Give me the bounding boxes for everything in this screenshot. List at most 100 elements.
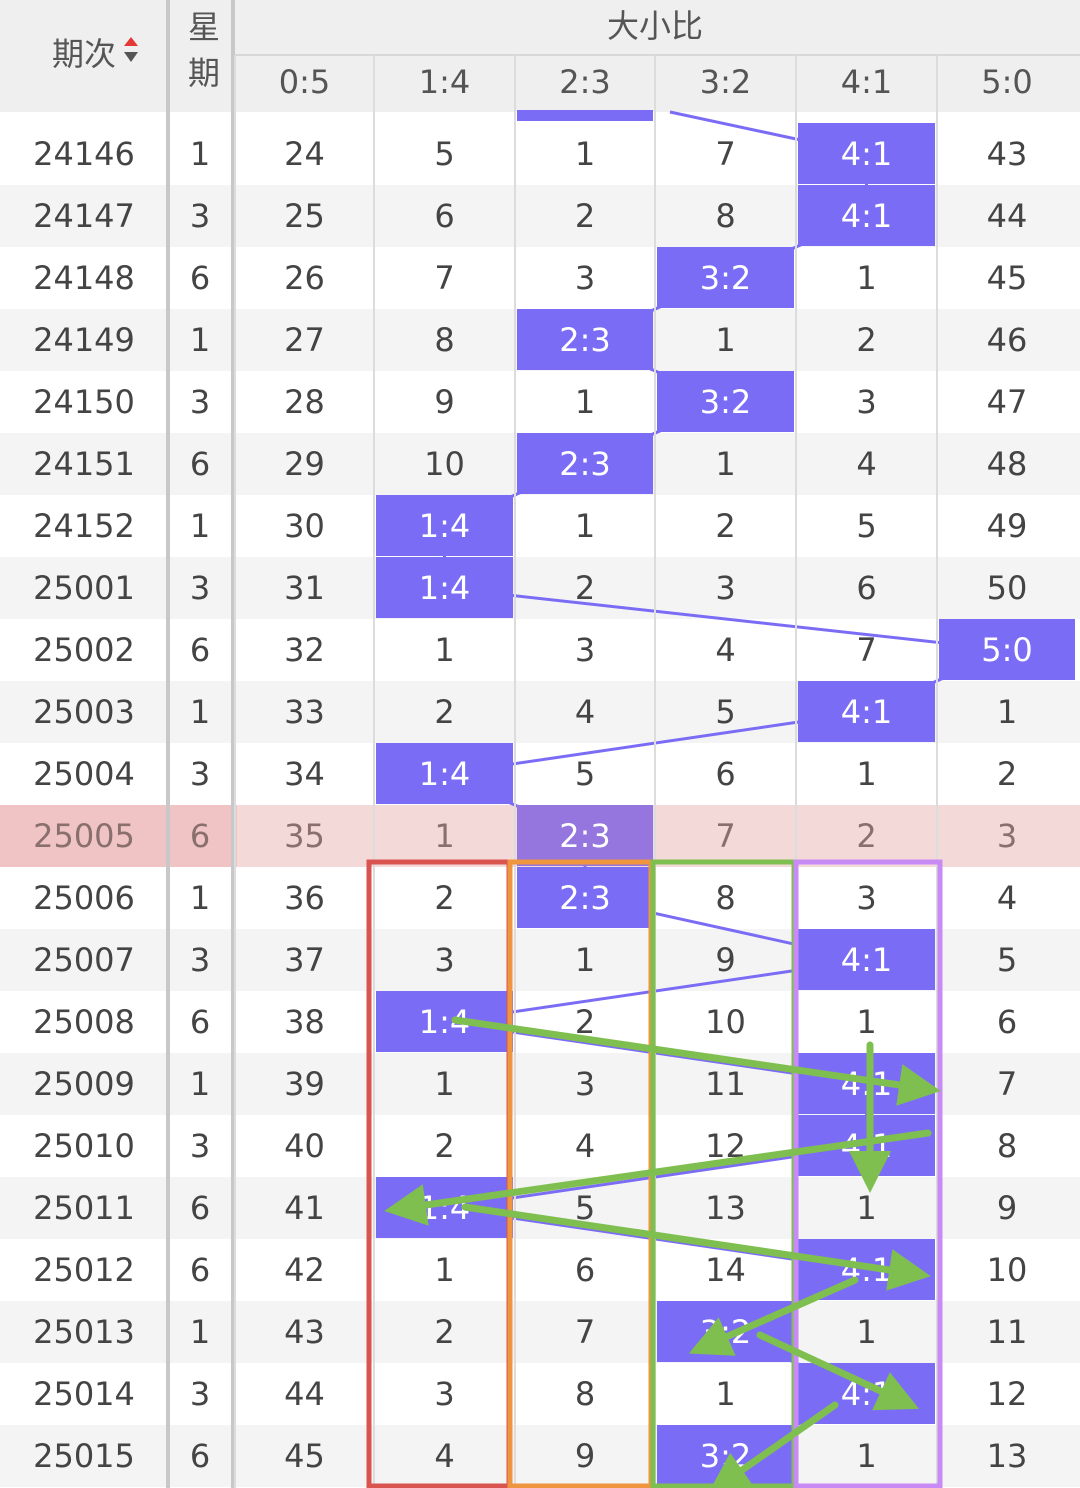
period: 24147 [33, 197, 135, 235]
period: 25002 [33, 631, 135, 669]
cell-value: 2 [575, 197, 595, 235]
weekday: 3 [190, 1127, 210, 1165]
cell-value: 3 [575, 259, 595, 297]
period: 25010 [33, 1127, 135, 1165]
row-bg [0, 557, 1080, 619]
period: 25015 [33, 1437, 135, 1475]
cell-value: 1 [715, 445, 735, 483]
period: 25005 [33, 817, 135, 855]
cell-value: 43 [987, 135, 1028, 173]
group-header: 大小比 [607, 7, 703, 45]
weekday: 6 [190, 259, 210, 297]
sort-down[interactable] [124, 52, 138, 62]
row-bg [0, 495, 1080, 557]
period: 25009 [33, 1065, 135, 1103]
cell-value: 1 [856, 755, 876, 793]
period: 25011 [33, 1189, 135, 1227]
cell-value: 3:2 [700, 259, 752, 297]
cell-value: 43 [284, 1313, 325, 1351]
cell-value: 38 [284, 1003, 325, 1041]
cell-value: 5 [575, 755, 595, 793]
cell-value: 2 [434, 1313, 454, 1351]
trend-line [444, 586, 1008, 652]
weekday: 6 [190, 817, 210, 855]
period: 25008 [33, 1003, 135, 1041]
hit-cell [517, 433, 653, 494]
period: 25004 [33, 755, 135, 793]
column-header: 2:3 [559, 63, 611, 101]
cell-value: 8 [715, 879, 735, 917]
cell-value: 35 [284, 817, 325, 855]
cell-value: 4:1 [841, 941, 893, 979]
cell-value: 1 [715, 321, 735, 359]
period: 25012 [33, 1251, 135, 1289]
period: 25013 [33, 1313, 135, 1351]
cell-value: 6 [856, 569, 876, 607]
row-bg [0, 1301, 1080, 1363]
cell-value: 1 [575, 383, 595, 421]
cell-value: 7 [997, 1065, 1017, 1103]
cell-value: 24 [284, 135, 325, 173]
cell-value: 4 [575, 693, 595, 731]
cell-value: 1 [434, 817, 454, 855]
weekday: 1 [190, 1313, 210, 1351]
cell-value: 49 [987, 507, 1028, 545]
hit-cell [517, 309, 653, 370]
cell-value: 2 [856, 321, 876, 359]
cell-value: 45 [987, 259, 1028, 297]
cell-value: 30 [284, 507, 325, 545]
weekday: 3 [190, 941, 210, 979]
cell-value: 2 [434, 693, 454, 731]
annotation-arrows [384, 1016, 941, 1488]
cell-value: 14 [705, 1251, 746, 1289]
row-bg [0, 619, 1080, 681]
cell-value: 4 [997, 879, 1017, 917]
cell-value: 6 [575, 1251, 595, 1289]
cell-value: 8 [997, 1127, 1017, 1165]
weekday: 6 [190, 631, 210, 669]
cell-value: 1 [575, 941, 595, 979]
weekday: 1 [190, 1065, 210, 1103]
cell-value: 4 [715, 631, 735, 669]
cell-value: 6 [434, 197, 454, 235]
weekday: 1 [190, 135, 210, 173]
cell-value: 1 [997, 693, 1017, 731]
cell-value: 9 [575, 1437, 595, 1475]
row-bg [0, 1425, 1080, 1487]
cell-value: 2 [997, 755, 1017, 793]
cell-value: 6 [715, 755, 735, 793]
cell-value: 8 [715, 197, 735, 235]
cell-value: 9 [434, 383, 454, 421]
period: 25014 [33, 1375, 135, 1413]
hit-cell [376, 743, 513, 804]
frame-4-1 [793, 859, 943, 1488]
weekday: 3 [190, 569, 210, 607]
cell-value: 3 [997, 817, 1017, 855]
weekday: 1 [190, 507, 210, 545]
hit-cell [939, 619, 1075, 680]
cell-value: 2 [434, 1127, 454, 1165]
cell-value: 10 [424, 445, 465, 483]
cell-value: 37 [284, 941, 325, 979]
period-header[interactable]: 期次 [52, 35, 116, 73]
cell-value: 4 [434, 1437, 454, 1475]
cell-value: 5:0 [981, 631, 1033, 669]
cell-value: 36 [284, 879, 325, 917]
cell-value: 25 [284, 197, 325, 235]
period: 25007 [33, 941, 135, 979]
period: 24149 [33, 321, 135, 359]
cell-value: 44 [987, 197, 1028, 235]
weekday: 6 [190, 1251, 210, 1289]
cell-value: 3 [434, 1375, 454, 1413]
cell-value: 1 [856, 1437, 876, 1475]
hit-cell [657, 371, 794, 432]
sort-up[interactable] [124, 37, 138, 46]
cell-value: 6 [997, 1003, 1017, 1041]
hit-cell [376, 495, 513, 556]
cell-value: 39 [284, 1065, 325, 1103]
hit-cell [798, 123, 935, 184]
cell-value: 2 [575, 569, 595, 607]
cell-value: 34 [284, 755, 325, 793]
cell-value: 2:3 [559, 321, 611, 359]
cell-value: 42 [284, 1251, 325, 1289]
